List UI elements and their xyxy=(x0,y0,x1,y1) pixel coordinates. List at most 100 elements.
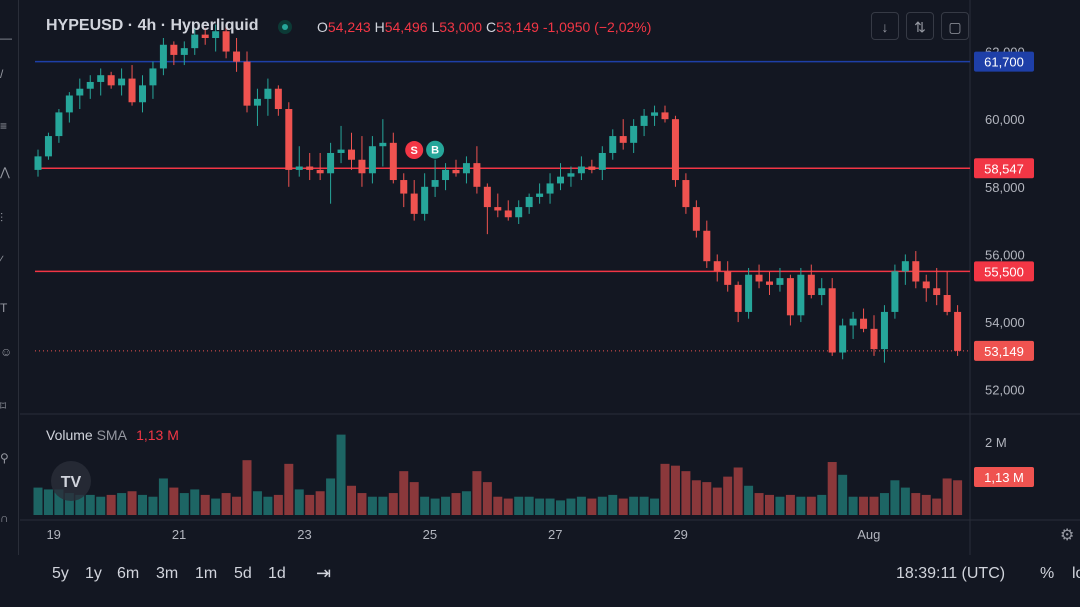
candle-74 xyxy=(807,274,815,296)
range-5y[interactable]: 5y xyxy=(52,565,69,582)
tv-logo-icon xyxy=(51,461,91,501)
volume-bar-69 xyxy=(754,493,764,515)
candle-51 xyxy=(567,173,575,177)
magnet-icon[interactable]: ∩ xyxy=(0,511,9,525)
log-toggle[interactable]: lo xyxy=(1072,565,1080,582)
y-tick-4: 60,000 xyxy=(985,112,1025,127)
volume-bar-82 xyxy=(890,480,900,515)
open-value: 54,243 xyxy=(327,19,371,35)
utc-clock[interactable]: 18:39:11 (UTC) xyxy=(896,565,1006,582)
candle-56 xyxy=(619,136,627,143)
volume-bar-60 xyxy=(660,463,670,515)
candle-59 xyxy=(651,112,659,116)
pattern-icon[interactable]: ⋀ xyxy=(0,165,10,179)
text-icon[interactable]: T xyxy=(0,301,8,315)
x-tick-5: 29 xyxy=(673,527,687,542)
emoji-icon[interactable]: ☺ xyxy=(0,345,13,359)
hline-label-2: 55,500 xyxy=(984,264,1024,279)
candle-21 xyxy=(253,98,261,106)
candle-48 xyxy=(536,193,544,197)
fib-icon[interactable]: ≡ xyxy=(0,119,8,133)
volume-bar-68 xyxy=(744,485,754,515)
candle-25 xyxy=(295,166,303,170)
arrow-down-icon[interactable]: ↓ xyxy=(871,12,899,40)
zoom-icon[interactable]: ⚲ xyxy=(0,451,9,465)
volume-legend[interactable]: Volume SMA 1,13 M xyxy=(46,427,179,443)
volume-bar-84 xyxy=(911,493,921,515)
volume-bar-17 xyxy=(211,498,221,515)
candle-47 xyxy=(525,196,533,208)
brush-icon[interactable]: ∕ xyxy=(0,253,3,267)
symbol-title[interactable]: HYPEUSD · 4h · Hyperliquid xyxy=(46,17,259,34)
volume-name: Volume xyxy=(46,427,93,443)
candle-15 xyxy=(191,34,199,49)
range-3m[interactable]: 3m xyxy=(156,565,179,582)
candle-79 xyxy=(860,318,868,329)
volume-bar-51 xyxy=(566,498,576,515)
fullscreen-icon[interactable]: ▢ xyxy=(941,12,969,40)
candle-37 xyxy=(421,186,429,214)
volume-bar-36 xyxy=(409,482,419,515)
volume-bar-53 xyxy=(587,498,597,515)
candle-75 xyxy=(818,288,826,296)
volume-bar-72 xyxy=(785,494,795,515)
range-6m[interactable]: 6m xyxy=(117,565,140,582)
hline-label-1: 58,547 xyxy=(984,161,1024,176)
hline-label-2-bg xyxy=(974,261,1034,282)
volume-bar-1 xyxy=(43,489,53,515)
volume-bar-71 xyxy=(775,496,785,515)
calendar-goto-icon[interactable]: ⇥ xyxy=(316,563,332,583)
chart-header: HYPEUSD · 4h · Hyperliquid O54,243 H54,4… xyxy=(0,0,1080,52)
bottom-toolbar: 5y 1y 6m 3m 1m 5d 1d ⇥ 18:39:11 (UTC) % … xyxy=(0,555,1080,607)
candle-63 xyxy=(692,207,700,231)
crosshair-icon[interactable]: — xyxy=(0,31,12,45)
candle-2 xyxy=(55,112,63,137)
volume-bar-42 xyxy=(472,471,482,515)
candle-72 xyxy=(786,278,794,316)
y-tick-3: 58,000 xyxy=(985,180,1025,195)
volume-bar-26 xyxy=(305,494,315,515)
candle-27 xyxy=(316,169,324,174)
projection-icon[interactable]: ⫶ xyxy=(0,211,4,225)
candle-80 xyxy=(870,328,878,350)
ohlc-legend: O54,243 H54,496 L53,000 C53,149 -1,0950 … xyxy=(317,19,651,35)
range-5d[interactable]: 5d xyxy=(234,565,252,582)
x-tick-3: 25 xyxy=(423,527,437,542)
range-1y[interactable]: 1y xyxy=(85,565,102,582)
volume-bar-64 xyxy=(702,482,712,515)
candle-45 xyxy=(504,210,512,218)
volume-bar-54 xyxy=(597,496,607,515)
candle-61 xyxy=(671,119,679,181)
y-tick-0: 52,000 xyxy=(985,383,1025,398)
marker-label-sell: S xyxy=(411,145,418,157)
candle-24 xyxy=(285,109,293,170)
volume-bar-50 xyxy=(556,500,565,515)
candle-57 xyxy=(630,125,638,143)
volume-bar-61 xyxy=(670,465,680,515)
candle-33 xyxy=(379,142,387,147)
y-tick-1: 54,000 xyxy=(985,315,1025,330)
collapse-icon[interactable]: ⇅ xyxy=(906,12,934,40)
volume-bar-22 xyxy=(263,496,273,515)
volume-bar-70 xyxy=(765,494,774,515)
trendline-icon[interactable]: / xyxy=(0,67,4,81)
candle-50 xyxy=(557,176,564,184)
marker-sell xyxy=(405,141,424,160)
candle-36 xyxy=(410,193,418,214)
ruler-icon[interactable]: ⌑ xyxy=(0,399,7,413)
volume-bar-10 xyxy=(138,494,147,515)
volume-bar-79 xyxy=(859,496,869,515)
volume-bar-6 xyxy=(96,496,106,515)
range-1m[interactable]: 1m xyxy=(195,565,218,582)
volume-bar-83 xyxy=(900,487,910,515)
percent-toggle[interactable]: % xyxy=(1040,565,1055,582)
settings-gear-icon[interactable]: ⚙ xyxy=(1060,525,1074,544)
range-1d[interactable]: 1d xyxy=(268,565,286,582)
volume-bar-58 xyxy=(639,496,649,515)
volume-bar-20 xyxy=(242,460,252,515)
candle-23 xyxy=(274,88,282,110)
volume-bar-75 xyxy=(817,494,827,515)
candle-29 xyxy=(337,149,345,153)
candle-9 xyxy=(128,78,136,103)
